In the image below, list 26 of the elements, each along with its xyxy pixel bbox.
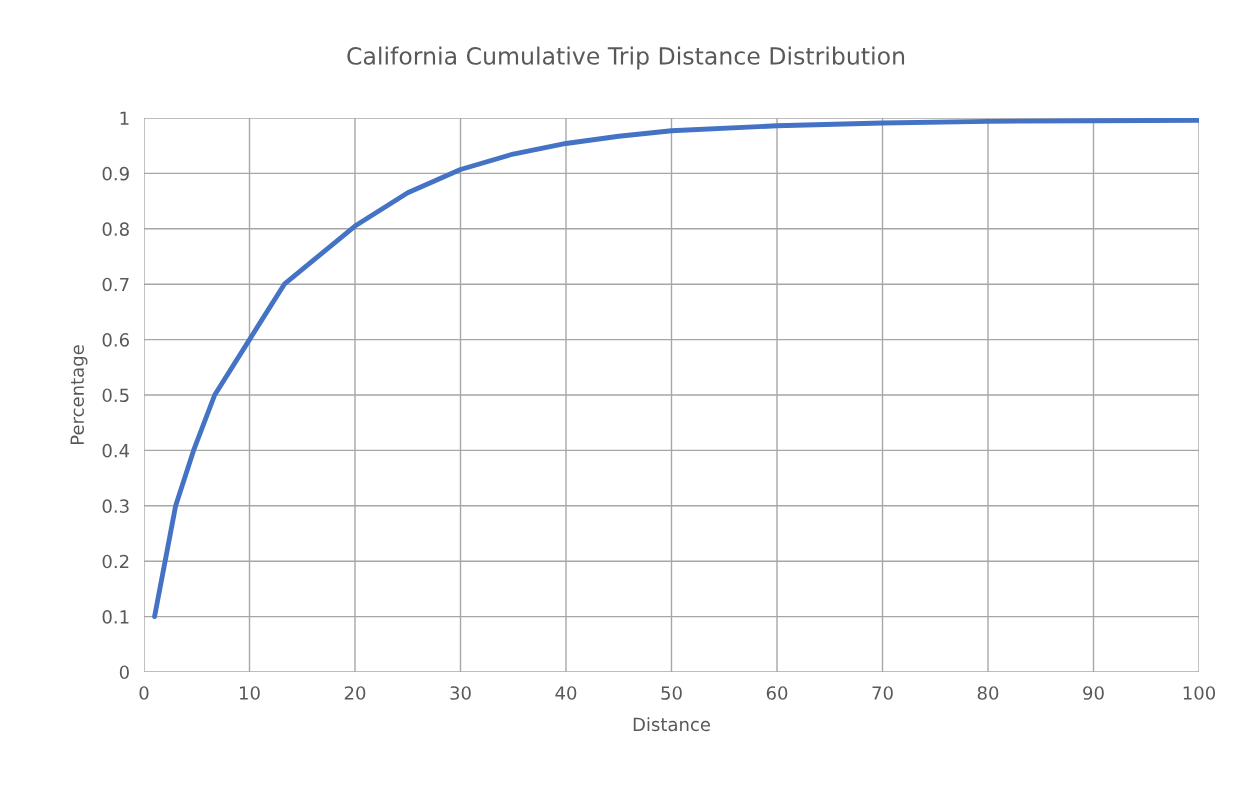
chart-title: California Cumulative Trip Distance Distribution (347, 46, 905, 70)
x-tick-label: 80 (977, 686, 999, 700)
y-tick-label: 1 (120, 111, 129, 125)
y-tick-label: 0.8 (102, 222, 129, 236)
y-axis-title: Percentage (70, 345, 88, 445)
x-tick-label: 10 (240, 686, 260, 700)
y-tick-label: 0.2 (102, 554, 129, 569)
y-tick-label: 0 (119, 665, 129, 680)
y-tick-label: 0.1 (102, 610, 129, 624)
x-tick-label: 90 (1083, 686, 1104, 700)
y-tick-label: 0.5 (102, 388, 129, 403)
x-tick-label: 20 (344, 686, 366, 700)
x-tick-label: 50 (661, 686, 682, 700)
x-tick-label: 40 (555, 686, 577, 700)
y-tick-label: 0.7 (102, 277, 129, 292)
x-tick-label: 0 (139, 686, 149, 700)
x-tick-label: 30 (450, 686, 471, 700)
line-series (152, 118, 1199, 620)
y-tick-label: 0.9 (102, 166, 129, 181)
x-tick-label: 100 (1183, 686, 1216, 700)
y-tick-label: 0.3 (102, 499, 129, 513)
y-tick-label: 0.6 (102, 333, 129, 347)
x-tick-label: 60 (766, 686, 788, 700)
y-tick-label: 0.4 (102, 443, 130, 458)
x-tick-label: 70 (872, 686, 893, 700)
x-axis-title: Distance (633, 717, 711, 732)
